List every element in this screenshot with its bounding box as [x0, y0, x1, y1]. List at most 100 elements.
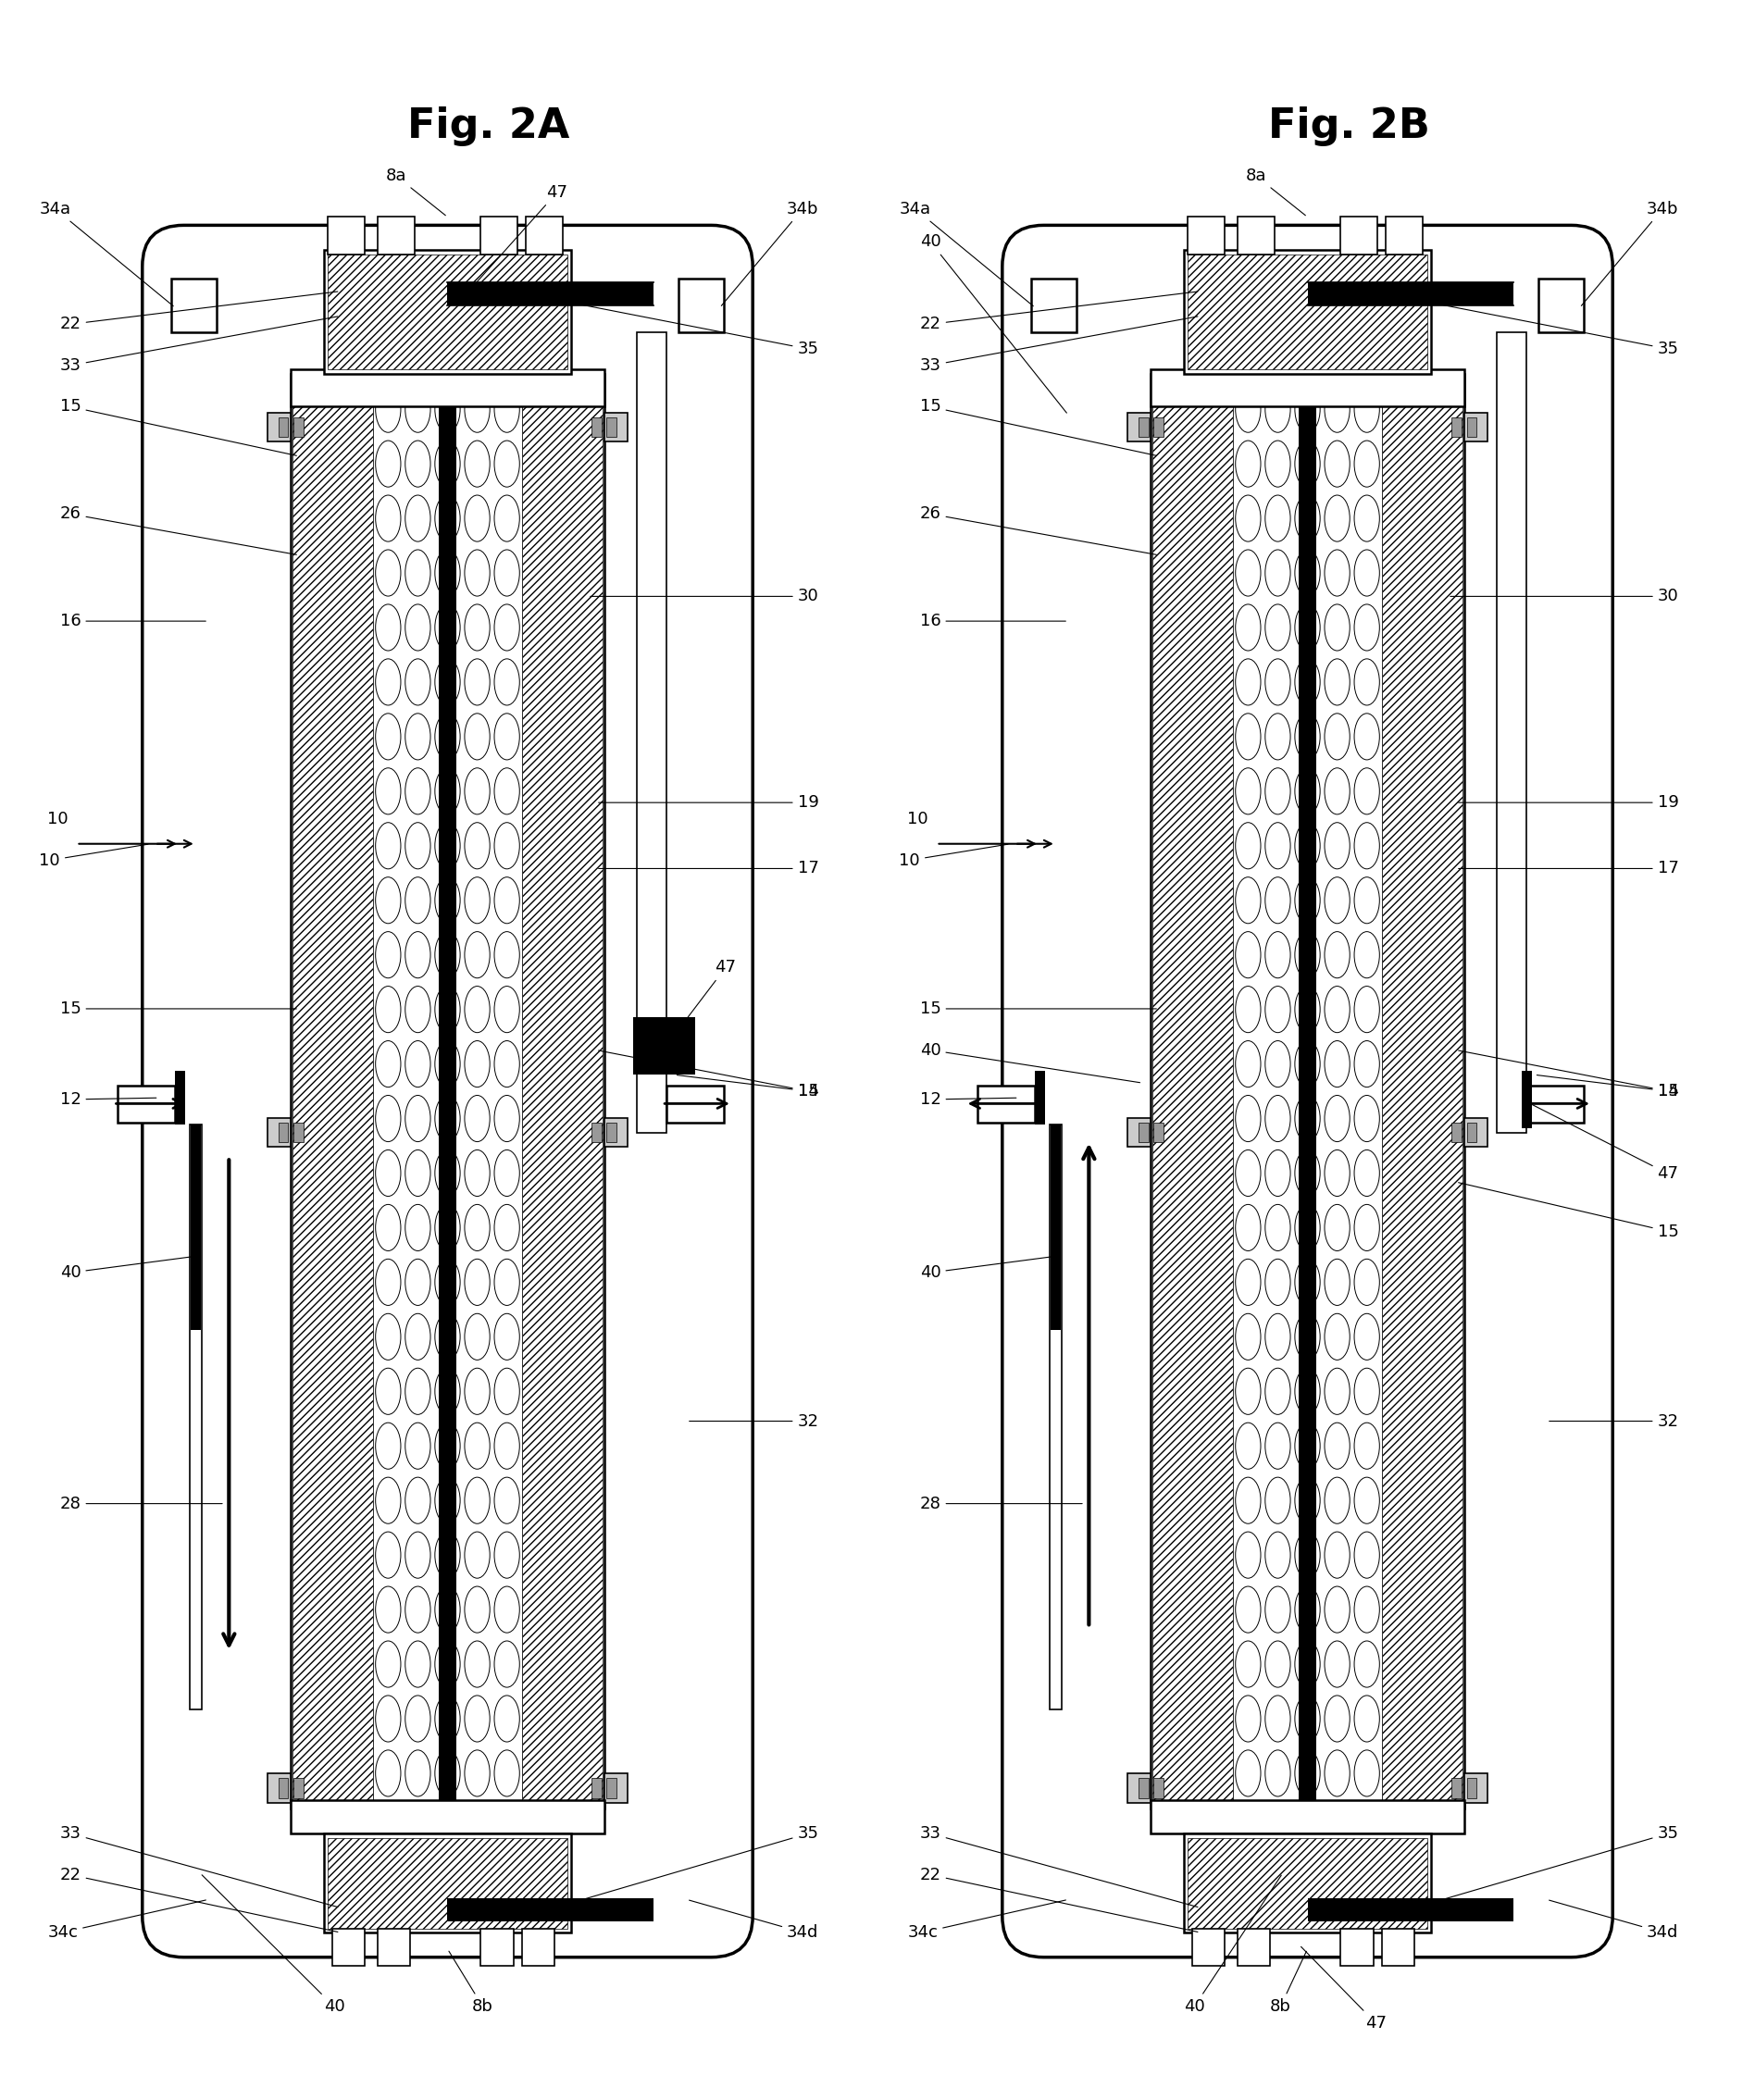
Ellipse shape — [376, 1042, 400, 1088]
Ellipse shape — [1325, 1476, 1350, 1525]
Ellipse shape — [1355, 1151, 1379, 1197]
Ellipse shape — [376, 1749, 400, 1796]
Ellipse shape — [1236, 1367, 1260, 1415]
Ellipse shape — [1355, 1367, 1379, 1415]
Bar — [1151, 370, 1464, 407]
Ellipse shape — [1236, 496, 1260, 542]
Ellipse shape — [1265, 1422, 1290, 1470]
Bar — [607, 418, 616, 437]
Ellipse shape — [1295, 1586, 1320, 1632]
Ellipse shape — [1236, 1151, 1260, 1197]
Ellipse shape — [1265, 496, 1290, 542]
Bar — [1234, 382, 1381, 1800]
Bar — [1451, 1779, 1462, 1798]
Text: 16: 16 — [920, 613, 1065, 630]
Text: 8b: 8b — [1271, 1951, 1306, 2016]
Text: 14: 14 — [677, 1075, 818, 1100]
Ellipse shape — [405, 386, 430, 433]
Ellipse shape — [495, 714, 519, 760]
Text: 19: 19 — [598, 794, 818, 811]
Bar — [1035, 1071, 1046, 1124]
Ellipse shape — [1355, 769, 1379, 815]
Ellipse shape — [405, 496, 430, 542]
Ellipse shape — [1265, 1695, 1290, 1741]
Ellipse shape — [1325, 496, 1350, 542]
Bar — [279, 1124, 288, 1142]
Ellipse shape — [376, 987, 400, 1033]
Ellipse shape — [376, 1151, 400, 1197]
Bar — [1128, 1117, 1151, 1147]
Ellipse shape — [405, 987, 430, 1033]
Ellipse shape — [405, 1476, 430, 1525]
Bar — [1464, 1117, 1486, 1147]
Text: Fig. 2A: Fig. 2A — [407, 107, 570, 147]
Bar — [1467, 418, 1476, 437]
Bar — [1188, 1838, 1427, 1928]
Bar — [1307, 284, 1513, 307]
Ellipse shape — [1265, 605, 1290, 651]
Ellipse shape — [376, 496, 400, 542]
Bar — [269, 414, 291, 441]
Bar — [328, 216, 365, 254]
Ellipse shape — [1355, 714, 1379, 760]
Text: 8a: 8a — [1246, 168, 1306, 216]
Text: 40: 40 — [920, 1042, 1141, 1084]
Text: 15: 15 — [598, 1050, 818, 1100]
Text: 30: 30 — [590, 588, 818, 605]
Ellipse shape — [1265, 878, 1290, 924]
Ellipse shape — [405, 1422, 430, 1470]
Ellipse shape — [1236, 1531, 1260, 1579]
Ellipse shape — [435, 1531, 460, 1579]
Ellipse shape — [405, 1640, 430, 1686]
Bar — [176, 1071, 186, 1124]
Text: 34b: 34b — [721, 200, 818, 307]
Ellipse shape — [1325, 1042, 1350, 1088]
Ellipse shape — [1236, 714, 1260, 760]
Bar — [190, 1124, 202, 1709]
Bar — [439, 378, 456, 1804]
Ellipse shape — [1236, 605, 1260, 651]
Bar — [1188, 216, 1225, 254]
Bar — [1381, 1928, 1415, 1966]
Ellipse shape — [1295, 1531, 1320, 1579]
Ellipse shape — [1265, 1367, 1290, 1415]
Ellipse shape — [1355, 441, 1379, 487]
Ellipse shape — [465, 1422, 490, 1470]
Ellipse shape — [495, 1749, 519, 1796]
Ellipse shape — [376, 1476, 400, 1525]
Text: 34b: 34b — [1581, 200, 1678, 307]
Ellipse shape — [376, 1315, 400, 1361]
Ellipse shape — [1295, 714, 1320, 760]
Ellipse shape — [1355, 1042, 1379, 1088]
Text: 10: 10 — [899, 844, 1007, 869]
Ellipse shape — [495, 1315, 519, 1361]
Ellipse shape — [435, 605, 460, 651]
Ellipse shape — [1295, 496, 1320, 542]
Ellipse shape — [1295, 1640, 1320, 1686]
Ellipse shape — [495, 386, 519, 433]
Ellipse shape — [1265, 1096, 1290, 1142]
Ellipse shape — [405, 769, 430, 815]
Text: 34d: 34d — [690, 1901, 818, 1940]
Text: 47: 47 — [474, 185, 569, 286]
Text: 26: 26 — [920, 506, 1157, 554]
Ellipse shape — [1236, 386, 1260, 433]
Ellipse shape — [1295, 386, 1320, 433]
Ellipse shape — [1325, 714, 1350, 760]
Ellipse shape — [1265, 1260, 1290, 1306]
Ellipse shape — [1355, 605, 1379, 651]
Text: Fig. 2B: Fig. 2B — [1267, 107, 1430, 147]
Bar — [1464, 414, 1486, 441]
Ellipse shape — [495, 1422, 519, 1470]
Bar — [1139, 418, 1148, 437]
Ellipse shape — [1236, 1260, 1260, 1306]
Bar — [1451, 1124, 1462, 1142]
Text: 17: 17 — [598, 861, 818, 878]
Ellipse shape — [495, 1586, 519, 1632]
Ellipse shape — [1295, 659, 1320, 706]
Ellipse shape — [1265, 932, 1290, 979]
Bar — [291, 1800, 604, 1833]
Ellipse shape — [376, 605, 400, 651]
Text: 15: 15 — [920, 1000, 1157, 1016]
Ellipse shape — [495, 1367, 519, 1415]
